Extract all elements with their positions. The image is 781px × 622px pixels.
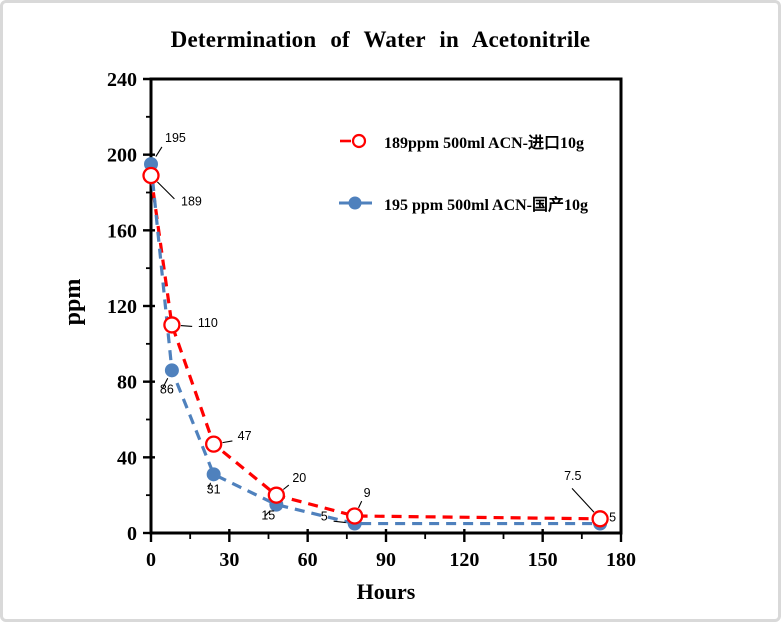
data-label-leader [180,325,193,328]
legend-item-domestic: 195 ppm 500ml ACN-国产10g [339,191,588,215]
data-label-leader [358,500,363,509]
data-point-label: 7.5 [564,469,581,483]
data-label-leader [207,482,212,490]
x-tick-label: 90 [376,549,396,571]
y-tick-label: 40 [117,447,137,469]
data-label-leader [156,181,175,200]
y-tick-label: 120 [107,296,137,318]
red-dashed-open-circle-marker [340,133,367,149]
x-tick-label: 60 [298,549,318,571]
data-label-leader [155,146,163,157]
data-point-marker-filled [206,467,221,482]
data-point-label: 47 [238,429,252,443]
data-point-label: 15 [261,509,275,523]
data-point-marker-open [346,507,364,525]
x-tick-label: 150 [528,549,558,571]
data-point-marker-open [591,510,609,528]
data-point-label: 5 [609,511,616,525]
data-label-leader [264,510,271,517]
y-tick-label: 160 [107,220,137,242]
data-point-label: 110 [198,316,218,330]
data-point-marker-open [205,435,223,453]
data-label-leader [333,520,346,524]
data-point-label: 195 [165,131,186,145]
legend-label-imported: 189ppm 500ml ACN-进口10g [384,135,585,152]
data-label-leader [282,484,290,490]
x-tick-label: 120 [449,549,479,571]
data-point-marker-open [163,316,181,334]
data-point-marker-filled [164,363,179,378]
x-tick-label: 0 [146,549,156,571]
data-label-leader [162,378,169,389]
y-tick-label: 200 [107,145,137,167]
y-tick-label: 240 [107,69,137,91]
data-label-leader [571,488,595,513]
data-point-label: 31 [207,482,221,496]
data-point-label: 5 [321,510,328,524]
data-point-label: 189 [181,194,202,208]
chart-canvas: 0 40 80 120 160 200 240 0 30 60 90 120 150 180 189 110 4… [107,69,636,571]
x-tick-label: 180 [606,549,636,571]
data-point-marker-open [142,166,160,185]
legend-label-domestic: 195 ppm 500ml ACN-国产10g [384,197,589,214]
chart-title: Determination of Water in Acetonitrile [170,27,591,52]
series-line-1 [149,163,601,526]
series-line-0 [149,175,601,521]
data-point-label: 20 [292,471,306,485]
x-axis-label: Hours [356,579,416,604]
legend-item-imported: 189ppm 500ml ACN-进口10g [339,129,588,153]
blue-line-filled-circle-marker [339,196,372,210]
y-tick-label: 0 [127,523,137,545]
x-tick-label: 30 [219,549,239,571]
data-label-leader [222,440,233,444]
y-tick-label: 80 [117,372,137,394]
data-point-marker-open [267,486,285,504]
data-point-label: 9 [364,486,371,500]
legend: 189ppm 500ml ACN-进口10g 195 ppm 500ml ACN… [339,129,588,215]
data-point-label: 86 [160,382,174,396]
